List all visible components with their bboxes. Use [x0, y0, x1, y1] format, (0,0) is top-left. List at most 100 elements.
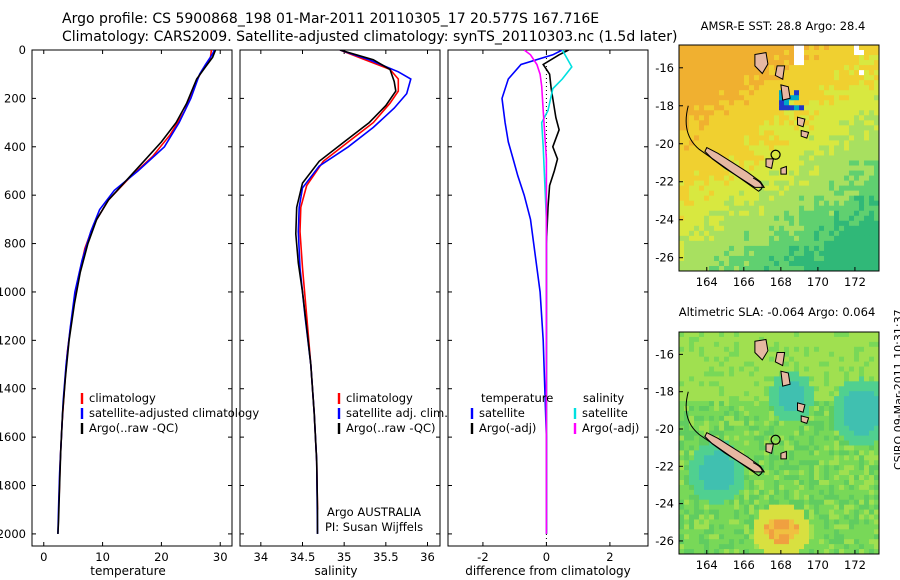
- field-cell: [839, 475, 845, 481]
- field-cell: [839, 420, 845, 427]
- field-cell: [744, 346, 750, 353]
- field-cell: [709, 265, 715, 272]
- field-cell: [719, 386, 725, 392]
- field-cell: [789, 386, 795, 392]
- field-cell: [719, 406, 725, 412]
- field-cell: [859, 65, 865, 71]
- field-cell: [749, 361, 755, 367]
- field-cell: [844, 165, 850, 171]
- field-cell: [759, 430, 765, 436]
- field-cell: [814, 514, 820, 520]
- field-cell: [699, 125, 705, 131]
- field-cell: [764, 145, 770, 151]
- field-cell: [744, 155, 750, 161]
- field-cell: [809, 265, 815, 272]
- field-cell: [759, 215, 765, 222]
- field-cell: [809, 55, 815, 61]
- field-cell: [709, 455, 715, 461]
- field-cell: [854, 175, 860, 181]
- field-cell: [709, 361, 715, 367]
- field-cell: [819, 150, 825, 156]
- field-cell: [834, 475, 840, 481]
- field-cell: [699, 440, 705, 446]
- field-cell: [689, 351, 695, 358]
- field-cell: [754, 240, 760, 247]
- field-cell: [689, 200, 695, 207]
- field-cell: [804, 80, 810, 86]
- field-cell: [794, 410, 800, 417]
- field-cell: [864, 509, 870, 515]
- field-cell: [854, 100, 860, 106]
- field-cell: [739, 160, 745, 166]
- field-cell: [834, 110, 840, 116]
- field-cell: [694, 140, 700, 146]
- field-cell: [849, 120, 855, 126]
- field-cell: [839, 265, 845, 272]
- field-cell: [804, 85, 810, 91]
- field-cell: [819, 245, 825, 252]
- field-cell: [769, 376, 775, 382]
- field-cell: [679, 475, 685, 481]
- field-cell: [679, 361, 685, 367]
- field-cell: [779, 341, 785, 348]
- field-cell: [759, 455, 765, 461]
- field-cell: [684, 150, 690, 156]
- field-cell: [774, 435, 780, 441]
- sla-map-frame: [678, 331, 880, 555]
- field-cell: [714, 110, 720, 116]
- field-cell: [759, 519, 765, 525]
- field-cell: [849, 341, 855, 348]
- field-cell: [774, 85, 780, 91]
- field-cell: [849, 65, 855, 71]
- field-cell: [859, 150, 865, 156]
- field-cell: [684, 205, 690, 212]
- field-cell: [769, 361, 775, 367]
- field-cell: [829, 145, 835, 151]
- field-cell: [714, 140, 720, 146]
- field-cell: [779, 245, 785, 252]
- field-cell: [844, 381, 850, 387]
- field-cell: [699, 105, 705, 111]
- field-cell: [719, 135, 725, 141]
- field-cell: [794, 489, 800, 496]
- field-cell: [784, 406, 790, 412]
- field-cell: [749, 260, 755, 267]
- field-cell: [819, 125, 825, 131]
- field-cell: [864, 230, 870, 237]
- field-cell: [829, 386, 835, 392]
- field-cell: [774, 175, 780, 181]
- field-cell: [869, 215, 875, 222]
- field-cell: [859, 50, 865, 56]
- field-cell: [804, 45, 810, 51]
- field-cell: [779, 100, 785, 106]
- field-cell: [829, 460, 835, 466]
- field-cell: [834, 115, 840, 121]
- field-cell: [729, 90, 735, 96]
- field-cell: [729, 440, 735, 446]
- field-cell: [859, 425, 865, 432]
- field-cell: [764, 245, 770, 252]
- field-cell: [844, 255, 850, 262]
- field-cell: [824, 75, 830, 81]
- field-cell: [824, 105, 830, 111]
- field-cell: [734, 45, 740, 51]
- field-cell: [684, 406, 690, 412]
- field-cell: [804, 381, 810, 387]
- field-cell: [759, 155, 765, 161]
- field-cell: [839, 220, 845, 227]
- field-cell: [739, 445, 745, 451]
- field-cell: [714, 381, 720, 387]
- field-cell: [749, 406, 755, 412]
- field-cell: [774, 549, 780, 555]
- field-cell: [844, 160, 850, 166]
- field-cell: [729, 65, 735, 71]
- field-cell: [754, 509, 760, 515]
- field-cell: [684, 165, 690, 171]
- field-cell: [839, 200, 845, 207]
- field-cell: [869, 175, 875, 181]
- field-cell: [829, 125, 835, 131]
- field-cell: [824, 514, 830, 520]
- field-cell: [689, 376, 695, 382]
- field-cell: [824, 155, 830, 161]
- field-cell: [704, 489, 710, 496]
